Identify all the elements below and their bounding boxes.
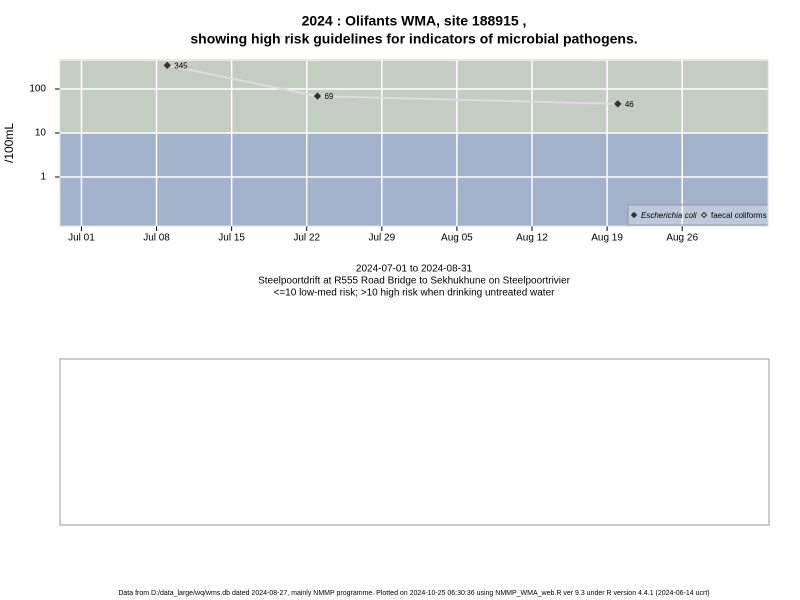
legend-label: faecal coliforms — [711, 211, 767, 220]
data-label: 46 — [625, 100, 634, 109]
plot-frame — [59, 59, 769, 227]
empty-panel — [59, 358, 770, 526]
x-tick-label: Jul 22 — [293, 233, 320, 244]
data-point — [163, 61, 171, 70]
x-tick-label: Aug 05 — [441, 233, 473, 244]
y-tick-label: 100 — [29, 84, 46, 95]
note: 2024-07-01 to 2024-08-31 — [356, 264, 473, 275]
x-tick-label: Aug 26 — [666, 233, 698, 244]
x-tick-label: Jul 29 — [368, 233, 395, 244]
risk-band — [60, 60, 768, 133]
note: <=10 low-med risk; >10 high risk when dr… — [274, 288, 556, 299]
risk-band — [60, 132, 768, 226]
legend-marker — [700, 211, 708, 219]
y-axis-label: /100mL — [2, 123, 16, 163]
y-tick-label: 10 — [35, 128, 47, 139]
footer: Data from D:/data_large/wq/wms.db dated … — [118, 590, 709, 597]
chart-title: showing high risk guidelines for indicat… — [190, 31, 637, 47]
x-tick-label: Aug 19 — [591, 233, 623, 244]
legend-label: Escherichia coli — [641, 211, 697, 220]
data-point — [313, 92, 322, 100]
legend-marker — [630, 211, 638, 219]
x-tick-label: Jul 15 — [218, 233, 245, 244]
x-tick-label: Jul 01 — [68, 233, 95, 244]
data-point — [614, 100, 622, 108]
note: Steelpoortdrift at R555 Road Bridge to S… — [258, 276, 571, 287]
data-label: 345 — [174, 61, 188, 70]
x-tick-label: Jul 08 — [143, 233, 170, 244]
chart-title: 2024 : Olifants WMA, site 188915 , — [302, 13, 527, 29]
y-tick-label: 1 — [40, 172, 46, 183]
data-label: 69 — [324, 92, 333, 101]
x-tick-label: Aug 12 — [516, 233, 548, 244]
